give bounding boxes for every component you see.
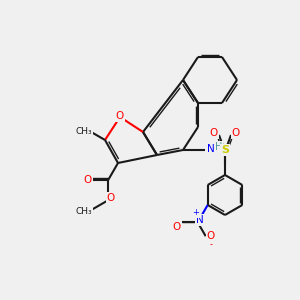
Text: O: O [232, 128, 240, 138]
Text: N: N [207, 144, 215, 154]
Text: N: N [196, 215, 204, 225]
Text: -: - [209, 240, 212, 249]
Text: H: H [215, 142, 222, 152]
Text: S: S [221, 145, 229, 155]
Text: O: O [116, 111, 124, 121]
Text: CH₃: CH₃ [75, 127, 92, 136]
Text: +: + [192, 208, 199, 217]
Text: O: O [84, 175, 92, 185]
Text: O: O [172, 222, 181, 232]
Text: O: O [207, 231, 215, 241]
Text: O: O [210, 128, 218, 138]
Text: CH₃: CH₃ [76, 207, 92, 216]
Text: O: O [107, 193, 115, 203]
